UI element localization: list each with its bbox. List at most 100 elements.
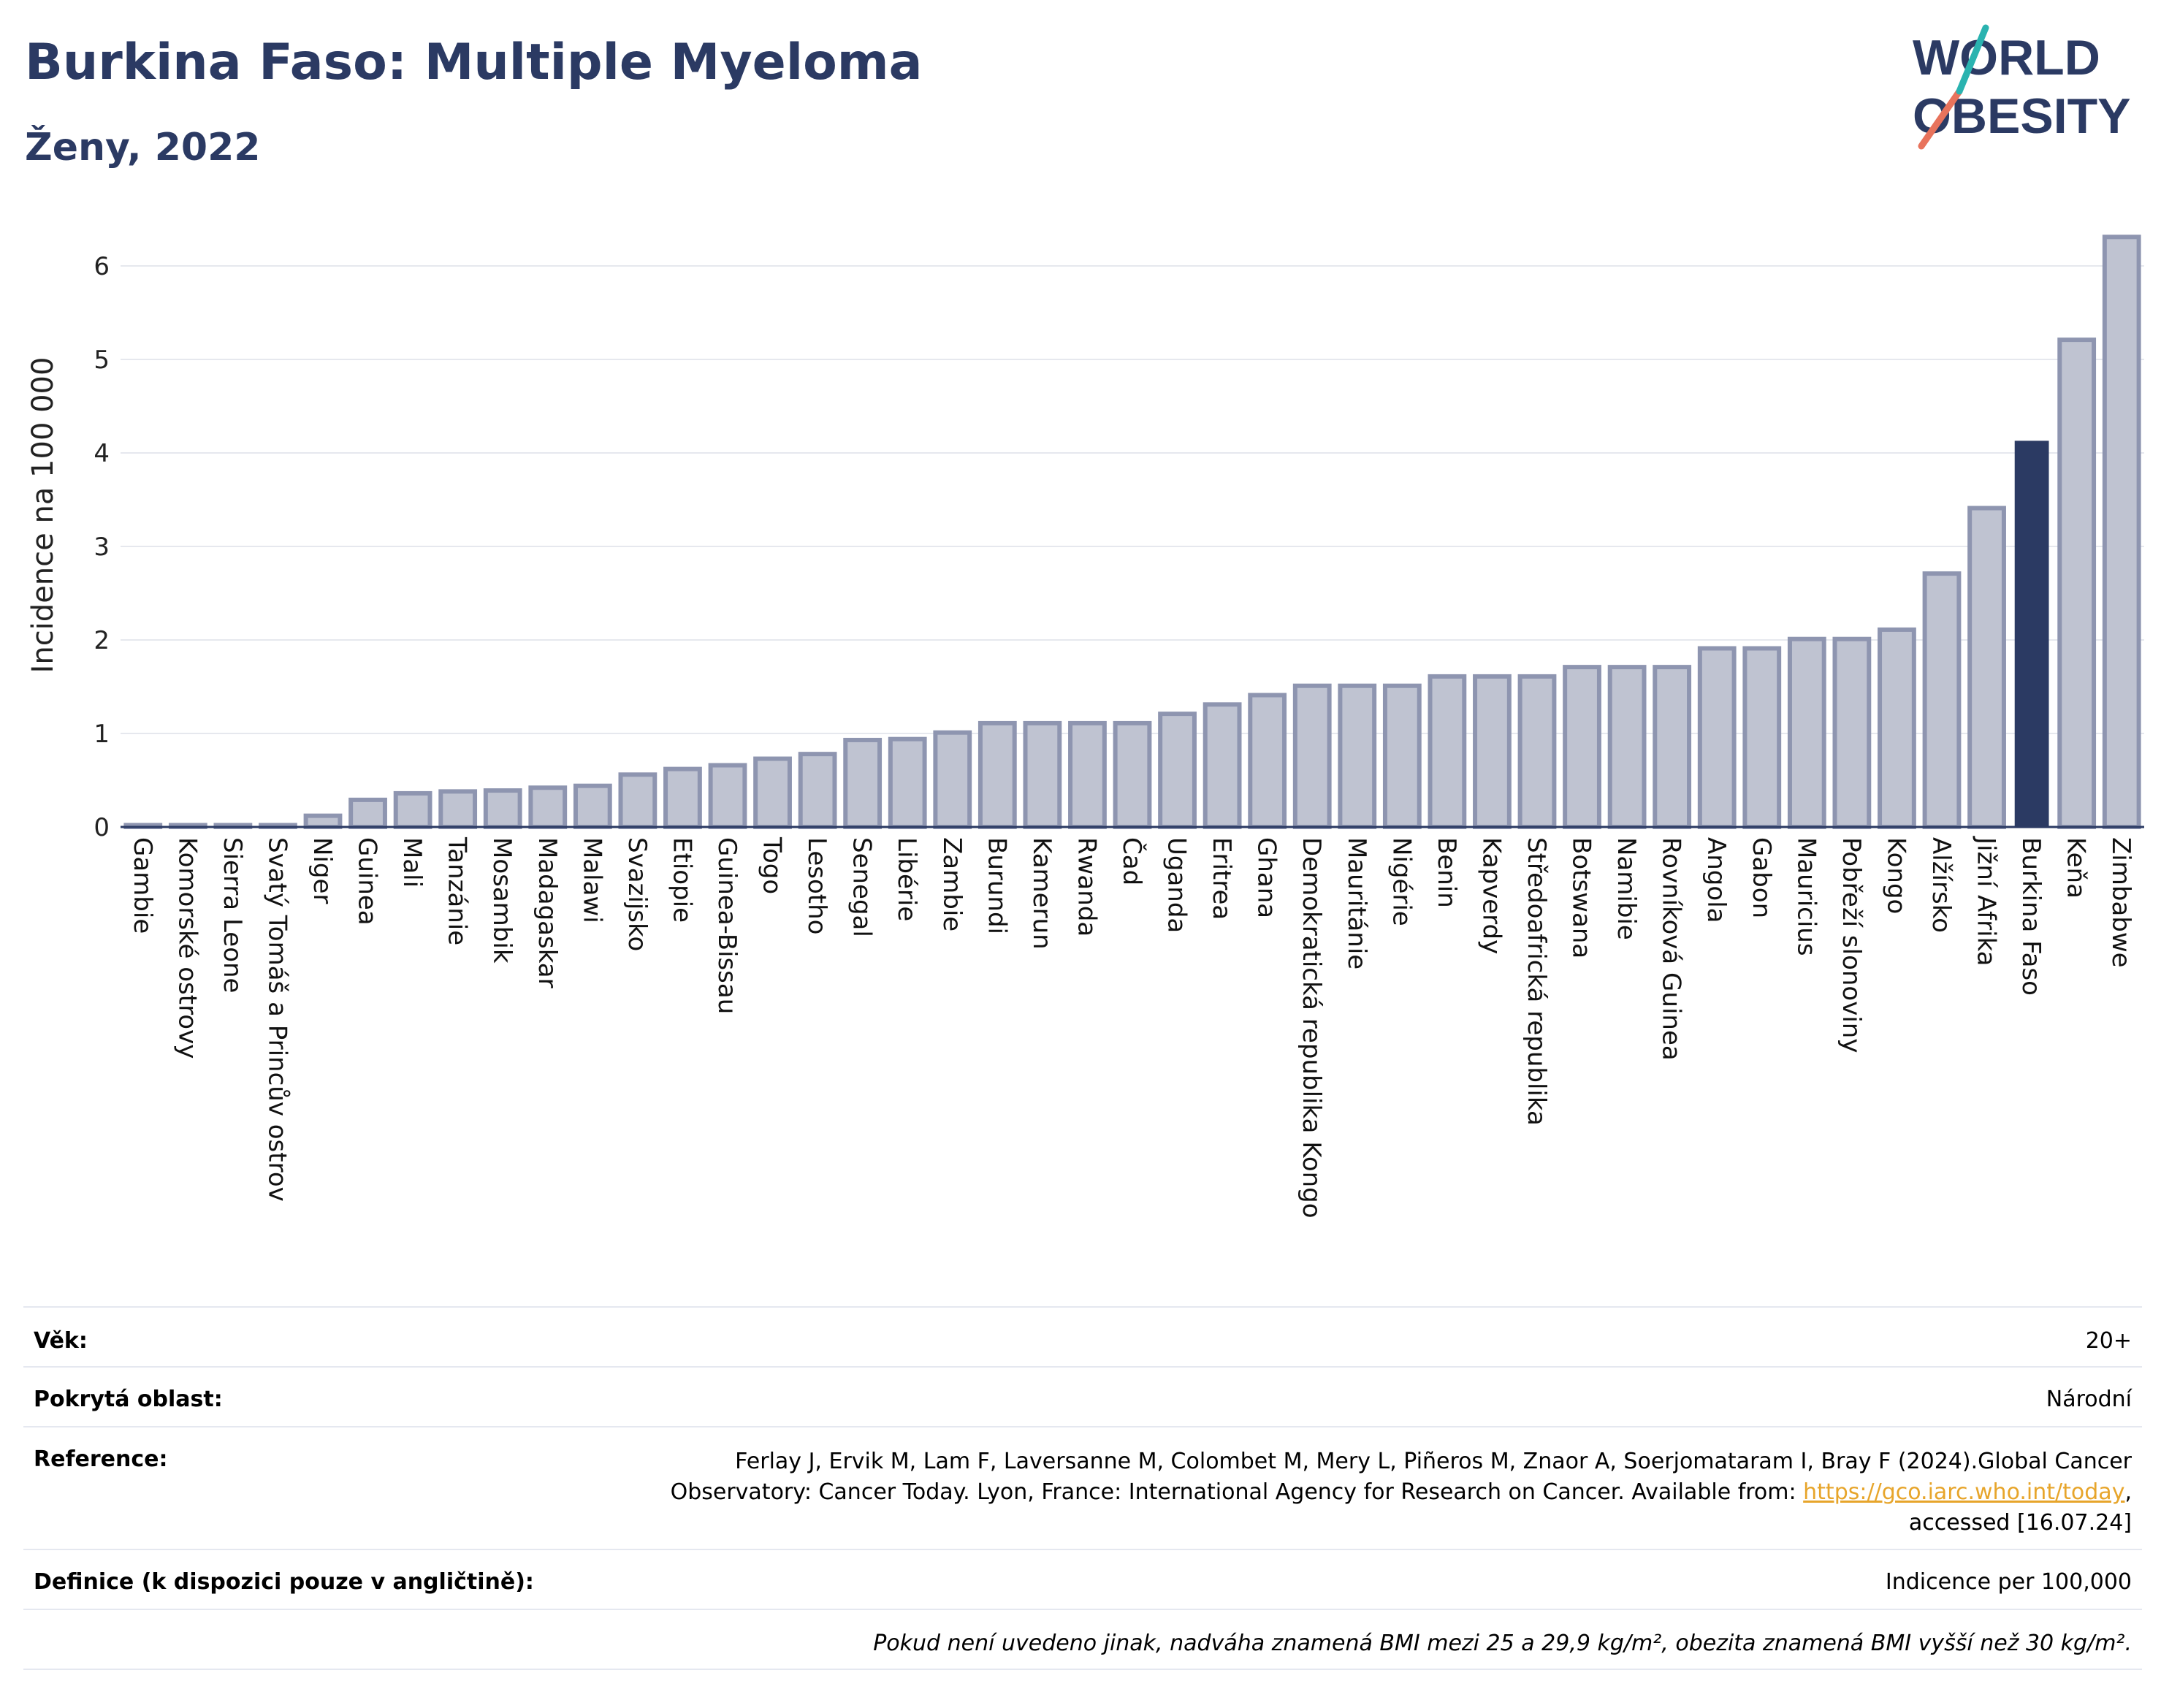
bar [1382,683,1422,829]
definition-value: Indicence per 100,000 [1885,1569,2132,1595]
x-tick-label: Gabon [1747,837,1776,918]
bar [1697,646,1737,830]
page-title: Burkina Faso: Multiple Myeloma [25,34,923,91]
bar [663,766,702,830]
age-label: Věk: [34,1328,88,1354]
y-tick-label: 3 [94,533,110,562]
bar [1428,674,1467,829]
x-tick-label: Etiopie [667,837,696,923]
y-tick-label: 4 [94,439,110,468]
x-tick-label: Tanzánie [443,836,472,945]
x-tick-label: Uganda [1162,837,1192,933]
bars [123,235,2141,830]
x-tick-label: Rovníková Guinea [1657,837,1686,1061]
x-tick-label: Svazijsko [622,837,652,951]
x-tick-label: Mauricius [1791,837,1821,956]
info-row-area: Pokrytá oblast: Národní [23,1366,2142,1426]
bar [1878,627,1916,829]
world-obesity-logo: WORLD OBESITY [1913,24,2131,150]
bar [753,756,792,830]
x-tick-label: Mosambik [487,837,517,964]
bar [1248,693,1287,830]
x-tick-label: Komorské ostrovy [172,837,202,1059]
bar [348,797,387,830]
bar [303,813,343,830]
y-tick-label: 6 [94,252,110,281]
x-tick-label: Senegal [847,837,877,937]
bar [933,730,972,829]
y-axis-ticks: 0 1 2 3 4 5 6 [94,252,110,842]
page-subtitle: Ženy, 2022 [25,126,261,169]
x-tick-label: Eritrea [1207,837,1236,920]
y-tick-label: 0 [94,813,110,842]
bar [843,737,883,830]
bmi-note: Pokud není uvedeno jinak, nadváha znamen… [873,1631,2132,1656]
x-tick-label: Niger [308,837,337,904]
x-tick-label: Guinea [353,837,382,926]
area-value: Národní [2046,1387,2132,1412]
bar [438,789,478,829]
bar [1563,665,1601,829]
bar [1292,683,1332,829]
bar [1787,636,1826,829]
age-value: 20+ [2085,1328,2132,1354]
x-tick-label: Benin [1432,837,1461,908]
info-row-note: Pokud není uvedeno jinak, nadváha znamen… [23,1609,2142,1670]
x-tick-label: Sierra Leone [218,837,247,993]
bar [2057,338,2097,829]
reference-link[interactable]: https://gco.iarc.who.int/today [1803,1479,2125,1505]
x-tick-label: Středoafrická republika [1522,837,1551,1126]
x-tick-label: Namibie [1612,837,1641,940]
bar [573,783,612,830]
x-tick-label: Kamerun [1027,837,1056,950]
bar [1473,674,1512,829]
bar [1338,683,1377,829]
x-tick-label: Libérie [892,837,921,921]
bar [1922,571,1962,829]
bar-chart: 0 1 2 3 4 5 6 Gambie Komorské ostrovy Sierra Leo… [26,235,2144,1219]
bar [483,788,522,829]
reference-label: Reference: [34,1446,168,1472]
bar [1607,665,1647,829]
x-axis-ticks: Gambie Komorské ostrovy Sierra Leone Svatý … [128,836,2135,1219]
bar [888,736,927,829]
x-tick-label: Togo [758,836,787,894]
definition-label: Definice (k dispozici pouze v angličtině… [34,1569,534,1595]
y-tick-label: 2 [94,626,110,655]
y-axis-label: Incidence na 100 000 [26,357,60,674]
x-tick-label: Lesotho [802,837,831,934]
x-tick-label: Botswana [1567,837,1596,958]
x-tick-label: Zambie [937,837,967,931]
y-tick-label: 1 [94,720,110,749]
bar [798,752,837,830]
bar [1517,674,1557,829]
x-tick-label: Burkina Faso [2016,837,2046,996]
info-row-age: Věk: 20+ [23,1306,2142,1366]
x-tick-label: Pobřeží slonoviny [1837,837,1866,1053]
bar [1068,720,1107,829]
bar [1023,720,1062,829]
bar [1158,712,1197,829]
bar [977,720,1017,829]
x-tick-label: Demokratická republika Kongo [1297,837,1326,1219]
bar [708,763,747,830]
x-tick-label: Kapverdy [1476,837,1506,954]
x-tick-label: Burundi [982,837,1011,934]
reference-text: Ferlay J, Ervik M, Lam F, Laversanne M, … [670,1449,2132,1536]
bar [1113,720,1152,829]
x-tick-label: Zimbabwe [2106,837,2135,968]
logo-line1: WORLD [1913,30,2100,85]
area-label: Pokrytá oblast: [34,1387,223,1412]
bar [1653,665,1692,829]
x-tick-label: Keňa [2062,837,2091,899]
bar [2102,235,2141,829]
bar [1967,506,2006,830]
x-tick-label: Rwanda [1072,837,1101,937]
x-tick-label: Čad [1117,837,1147,885]
bar [1832,636,1872,829]
x-tick-label: Madagaskar [533,837,562,988]
bar [1742,646,1782,830]
x-tick-label: Svatý Tomáš a Princův ostrov [262,837,291,1202]
info-row-definition: Definice (k dispozici pouze v angličtině… [23,1549,2142,1609]
x-tick-label: Nigérie [1387,837,1416,926]
